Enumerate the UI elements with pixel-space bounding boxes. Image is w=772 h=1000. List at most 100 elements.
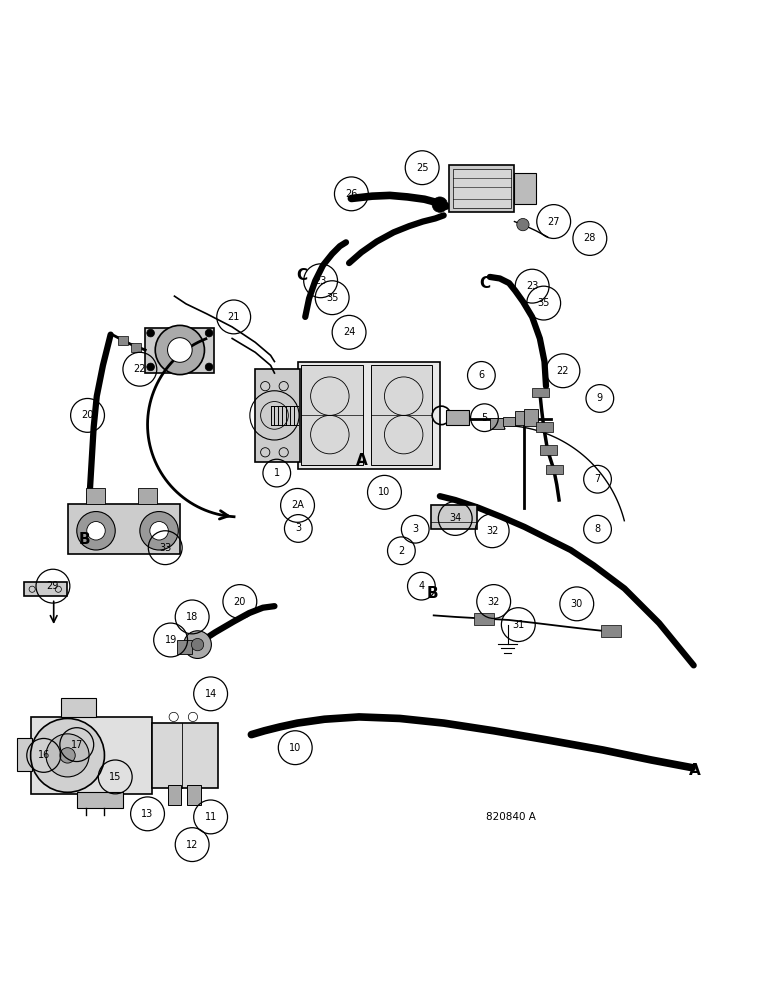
Text: C: C	[479, 276, 490, 291]
Bar	[546, 465, 563, 474]
Text: B: B	[79, 532, 90, 547]
Text: 32: 32	[486, 526, 499, 536]
Text: 820840 A: 820840 A	[486, 812, 536, 822]
Text: 27: 27	[547, 217, 560, 227]
Text: 25: 25	[416, 163, 428, 173]
Bar	[17, 738, 32, 771]
Text: 9: 9	[597, 393, 603, 403]
Text: 12: 12	[186, 840, 198, 850]
Text: 26: 26	[345, 189, 357, 199]
Text: 22: 22	[134, 364, 146, 374]
Text: 30: 30	[571, 599, 583, 609]
Bar	[62, 698, 96, 717]
Text: 17: 17	[70, 740, 83, 750]
Text: 23: 23	[314, 276, 327, 286]
Bar	[297, 362, 440, 469]
Text: 15: 15	[109, 772, 121, 782]
Text: 8: 8	[594, 524, 601, 534]
Bar	[475, 613, 493, 625]
Text: 16: 16	[38, 750, 50, 760]
Circle shape	[150, 522, 168, 540]
Circle shape	[86, 522, 105, 540]
Bar	[152, 723, 218, 788]
Bar	[145, 328, 215, 373]
Circle shape	[516, 218, 529, 231]
Circle shape	[147, 329, 154, 337]
Bar	[490, 418, 503, 429]
Bar	[446, 410, 469, 425]
Bar	[371, 365, 432, 465]
Text: 24: 24	[343, 327, 355, 337]
Circle shape	[46, 734, 89, 777]
Text: 19: 19	[164, 635, 177, 645]
Text: A: A	[356, 453, 367, 468]
Bar	[449, 165, 514, 212]
Text: 3: 3	[412, 524, 418, 534]
Text: 20: 20	[81, 410, 93, 420]
Bar	[118, 336, 127, 345]
Circle shape	[205, 363, 213, 371]
Circle shape	[184, 631, 212, 658]
Bar	[532, 388, 549, 397]
Text: A: A	[689, 763, 701, 778]
Bar	[301, 365, 363, 465]
Bar	[503, 417, 515, 426]
Bar	[540, 445, 557, 455]
Text: 11: 11	[205, 812, 217, 822]
Circle shape	[147, 363, 154, 371]
Text: 28: 28	[584, 233, 596, 243]
Text: 13: 13	[141, 809, 154, 819]
Circle shape	[205, 329, 213, 337]
Text: 22: 22	[557, 366, 569, 376]
Circle shape	[432, 197, 448, 212]
Bar	[25, 582, 66, 596]
Text: 31: 31	[512, 620, 524, 630]
Bar	[536, 422, 553, 432]
Circle shape	[60, 748, 75, 763]
Text: 23: 23	[526, 281, 538, 291]
Circle shape	[155, 325, 205, 375]
Bar	[137, 488, 157, 504]
Bar	[76, 792, 123, 808]
Text: 21: 21	[228, 312, 240, 322]
Text: 4: 4	[418, 581, 425, 591]
Bar	[86, 488, 105, 504]
Bar	[524, 409, 538, 426]
Text: 2A: 2A	[291, 500, 304, 510]
Text: 2: 2	[398, 546, 405, 556]
Circle shape	[168, 338, 192, 362]
Bar	[31, 717, 152, 794]
Text: 35: 35	[537, 298, 550, 308]
Circle shape	[140, 512, 178, 550]
Circle shape	[76, 512, 115, 550]
Text: 3: 3	[295, 523, 301, 533]
Text: 14: 14	[205, 689, 217, 699]
Text: 6: 6	[479, 370, 485, 380]
Text: 18: 18	[186, 612, 198, 622]
Text: 5: 5	[481, 413, 488, 423]
Text: 10: 10	[289, 743, 301, 753]
Bar	[256, 369, 300, 462]
Bar	[453, 169, 510, 208]
Text: 20: 20	[234, 597, 246, 607]
Bar	[131, 343, 141, 352]
Bar	[601, 625, 621, 637]
Text: 34: 34	[449, 513, 462, 523]
Text: 35: 35	[326, 293, 338, 303]
Bar	[68, 504, 180, 554]
Bar	[514, 173, 536, 204]
Text: 29: 29	[47, 581, 59, 591]
Bar	[177, 640, 192, 654]
Circle shape	[191, 638, 204, 651]
Bar	[431, 505, 477, 529]
Text: 10: 10	[378, 487, 391, 497]
Text: 7: 7	[594, 474, 601, 484]
Text: 1: 1	[274, 468, 279, 478]
Text: C: C	[296, 268, 307, 283]
Bar	[168, 785, 181, 805]
Bar	[187, 785, 201, 805]
Circle shape	[31, 718, 104, 792]
Text: 32: 32	[487, 597, 500, 607]
Text: 33: 33	[159, 543, 171, 553]
Text: B: B	[426, 586, 438, 601]
